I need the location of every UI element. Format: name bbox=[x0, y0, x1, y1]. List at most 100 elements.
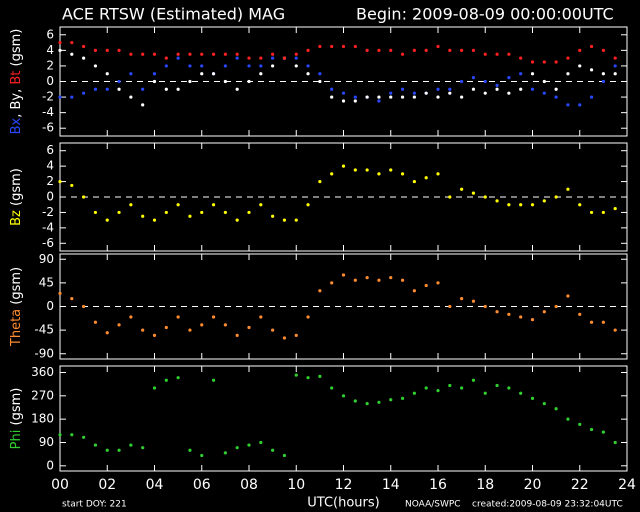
data-point bbox=[188, 79, 192, 84]
data-point bbox=[105, 218, 109, 222]
data-point bbox=[200, 52, 204, 56]
data-point bbox=[483, 391, 487, 395]
data-point bbox=[566, 56, 570, 60]
data-point bbox=[152, 72, 157, 76]
data-point bbox=[554, 407, 558, 411]
data-point bbox=[530, 87, 535, 91]
data-point bbox=[259, 440, 263, 445]
data-point bbox=[176, 376, 180, 380]
y-tick-label: 6 bbox=[46, 27, 54, 41]
data-point bbox=[70, 95, 74, 99]
data-point bbox=[578, 64, 582, 68]
x-tick-label: 22 bbox=[571, 477, 589, 493]
data-point bbox=[117, 79, 121, 84]
data-point bbox=[141, 214, 145, 218]
data-point bbox=[341, 44, 346, 49]
data-point bbox=[389, 48, 393, 52]
data-point bbox=[448, 48, 452, 52]
data-point bbox=[294, 52, 298, 56]
x-axis-label: UTC(hours) bbox=[307, 496, 379, 511]
data-point bbox=[448, 87, 452, 91]
data-point bbox=[70, 52, 74, 56]
data-point bbox=[578, 422, 582, 426]
y-axis-label: Theta (gsm) bbox=[9, 267, 24, 347]
data-point bbox=[566, 417, 570, 421]
data-point bbox=[377, 99, 381, 103]
data-point bbox=[271, 52, 275, 56]
data-point bbox=[519, 56, 523, 60]
data-point bbox=[271, 56, 275, 60]
x-tick-label: 04 bbox=[146, 477, 164, 493]
data-point bbox=[460, 386, 464, 390]
y-tick-label: -2 bbox=[42, 205, 54, 219]
data-point bbox=[377, 400, 381, 404]
data-point bbox=[152, 333, 157, 337]
data-point bbox=[448, 195, 452, 199]
data-point bbox=[436, 87, 440, 91]
data-point bbox=[176, 52, 180, 56]
data-point bbox=[613, 72, 617, 76]
data-point bbox=[105, 448, 109, 452]
data-point bbox=[282, 218, 287, 222]
data-point bbox=[530, 203, 535, 207]
data-point bbox=[542, 401, 546, 406]
data-point bbox=[341, 394, 346, 398]
data-point bbox=[294, 333, 298, 337]
data-point bbox=[282, 56, 287, 60]
data-point bbox=[589, 320, 594, 324]
data-point bbox=[259, 64, 263, 68]
data-point bbox=[105, 331, 109, 335]
data-point bbox=[58, 40, 62, 45]
data-point bbox=[495, 310, 499, 314]
data-point bbox=[294, 373, 298, 377]
data-point bbox=[495, 199, 499, 203]
data-point bbox=[271, 214, 275, 218]
data-point bbox=[164, 64, 168, 68]
x-tick-label: 08 bbox=[240, 477, 258, 493]
data-point bbox=[188, 64, 192, 68]
data-point bbox=[330, 386, 334, 390]
y-tick-label: -6 bbox=[42, 236, 54, 250]
data-point bbox=[152, 52, 157, 56]
data-point bbox=[306, 315, 310, 319]
data-point bbox=[117, 448, 121, 452]
data-point bbox=[436, 172, 440, 176]
data-point bbox=[223, 210, 227, 215]
data-point bbox=[554, 195, 558, 199]
data-point bbox=[460, 297, 464, 301]
data-point bbox=[448, 304, 452, 309]
data-point bbox=[271, 448, 275, 452]
data-point bbox=[247, 64, 251, 68]
data-point bbox=[483, 91, 487, 95]
data-point bbox=[341, 91, 346, 95]
data-point bbox=[70, 40, 74, 45]
x-tick-label: 24 bbox=[618, 477, 636, 493]
data-point bbox=[365, 276, 369, 280]
data-point bbox=[530, 396, 535, 401]
data-point bbox=[235, 218, 239, 222]
data-point bbox=[613, 440, 617, 445]
data-point bbox=[82, 56, 86, 60]
data-point bbox=[176, 315, 180, 319]
data-point bbox=[400, 95, 405, 99]
data-point bbox=[200, 323, 204, 327]
data-point bbox=[578, 48, 582, 52]
data-point bbox=[542, 91, 546, 95]
data-point bbox=[282, 453, 287, 458]
data-point bbox=[589, 68, 594, 72]
data-point bbox=[507, 52, 511, 56]
data-point bbox=[188, 214, 192, 218]
data-point bbox=[412, 91, 416, 95]
data-point bbox=[400, 278, 405, 282]
data-point bbox=[542, 199, 546, 203]
data-point bbox=[117, 210, 121, 215]
data-point bbox=[495, 83, 499, 87]
data-point bbox=[93, 320, 98, 324]
data-point bbox=[377, 95, 381, 99]
data-point bbox=[589, 44, 594, 49]
data-point bbox=[70, 183, 74, 188]
data-point bbox=[412, 289, 416, 293]
data-point bbox=[424, 48, 428, 52]
panel-frame bbox=[59, 142, 628, 252]
y-tick-label: 2 bbox=[46, 58, 54, 72]
